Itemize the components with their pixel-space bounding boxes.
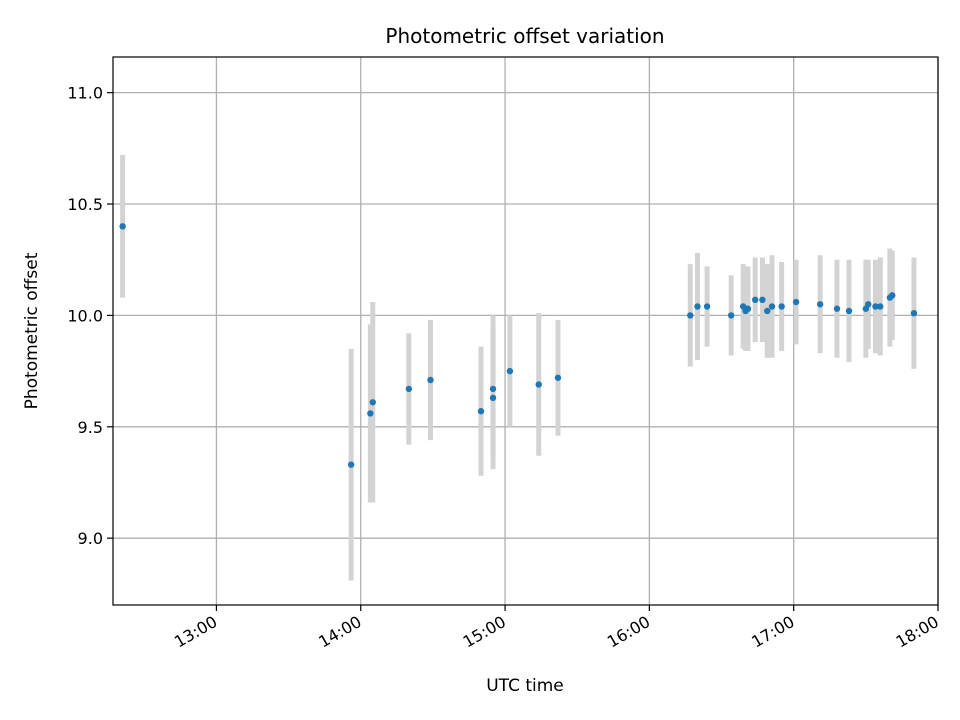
y-tick-label: 10.0	[67, 306, 103, 325]
data-point	[119, 223, 126, 230]
data-point	[554, 374, 562, 381]
data-point	[367, 410, 374, 417]
y-tick-label: 9.5	[78, 418, 103, 437]
data-point	[792, 298, 800, 306]
y-axis: 9.0 9.5 10.0 10.5 11.0	[67, 84, 113, 548]
data-point	[845, 307, 853, 315]
data-point	[427, 376, 434, 384]
data-points	[119, 223, 918, 468]
data-point	[872, 303, 879, 310]
y-tick-label: 9.0	[78, 529, 103, 548]
data-point	[506, 367, 514, 375]
data-point	[877, 303, 884, 310]
x-axis-label: UTC time	[486, 676, 564, 696]
data-point	[405, 385, 413, 393]
data-point	[687, 312, 694, 319]
data-point	[752, 296, 759, 304]
y-tick-label: 11.0	[67, 84, 103, 103]
data-point	[489, 385, 497, 393]
y-axis-label: Photometric offset	[22, 252, 42, 409]
data-point	[727, 312, 735, 319]
data-point	[778, 303, 785, 310]
data-point	[477, 407, 485, 415]
grid	[113, 57, 939, 605]
data-point	[759, 296, 766, 304]
data-point	[694, 303, 701, 310]
plot-frame	[112, 56, 939, 606]
data-point	[764, 307, 771, 315]
y-tick-label: 10.5	[67, 195, 103, 214]
data-point	[768, 303, 776, 310]
data-point	[816, 301, 824, 308]
data-point	[833, 305, 841, 312]
chart-title: Photometric offset variation	[385, 24, 664, 48]
data-point	[535, 381, 542, 388]
data-point	[744, 305, 752, 312]
data-point	[703, 303, 711, 310]
data-point	[889, 292, 896, 299]
data-point	[865, 301, 872, 308]
data-point	[489, 394, 497, 402]
data-point	[347, 461, 355, 468]
data-point	[910, 309, 918, 317]
data-point	[369, 399, 376, 406]
